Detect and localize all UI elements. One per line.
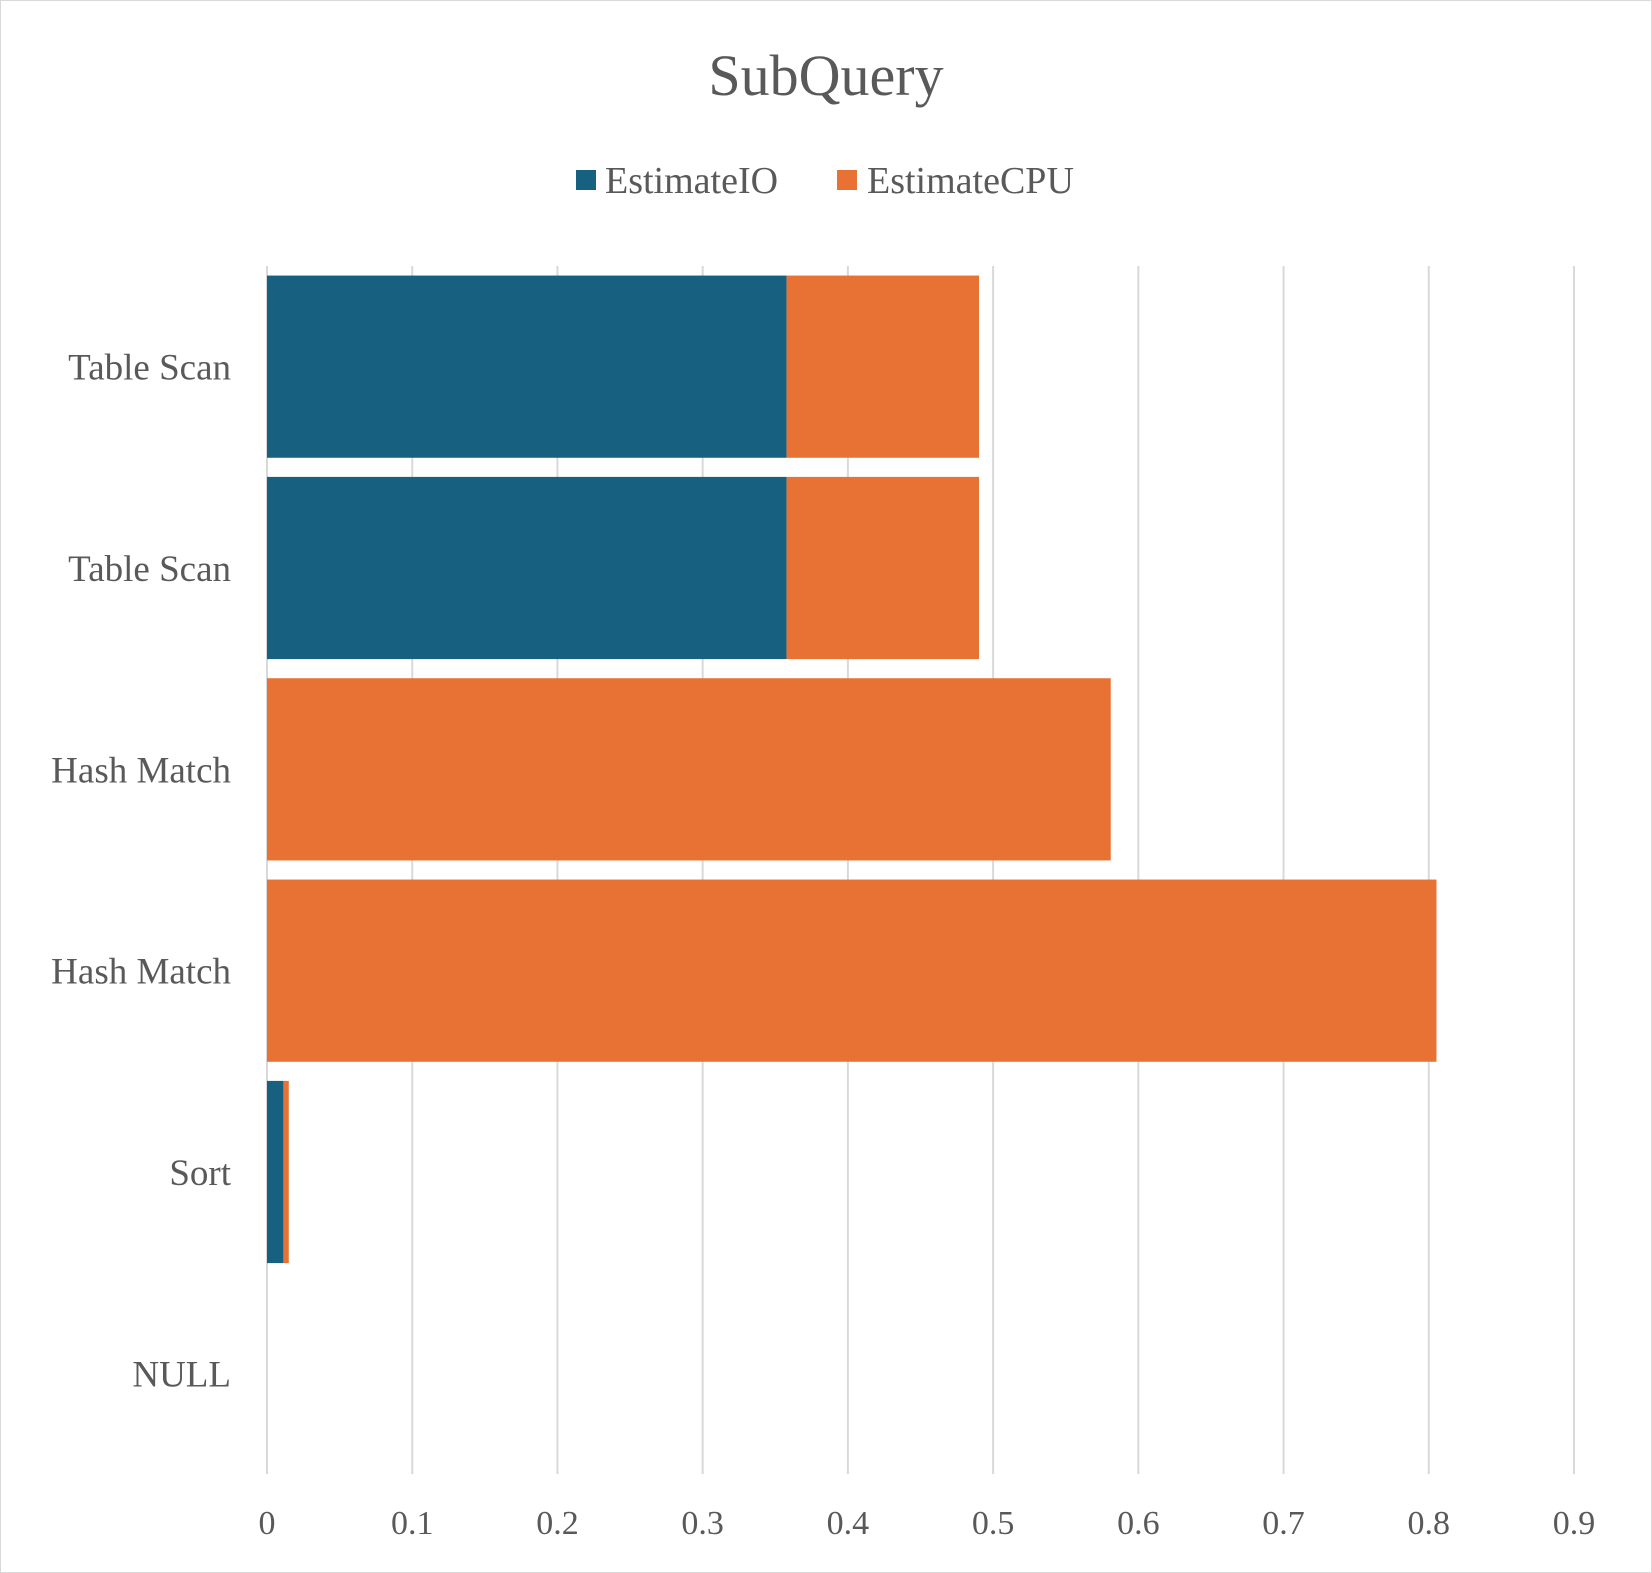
legend: EstimateIO EstimateCPU <box>576 160 1074 202</box>
x-tick-label-3: 0.3 <box>681 1505 724 1542</box>
bar-estimatecpu-0 <box>786 275 980 458</box>
category-label-1: Table Scan <box>68 549 231 590</box>
category-label-4: Sort <box>169 1153 231 1194</box>
legend-swatch-0 <box>576 170 596 190</box>
x-tick-label-5: 0.5 <box>972 1505 1015 1542</box>
chart-title: SubQuery <box>708 43 943 108</box>
x-tick-label-1: 0.1 <box>391 1505 434 1542</box>
category-label-2: Hash Match <box>51 750 231 791</box>
bars <box>267 275 1437 1264</box>
x-tick-label-0: 0 <box>259 1505 276 1542</box>
x-tick-label-9: 0.9 <box>1553 1505 1596 1542</box>
category-labels: Table Scan Table Scan Hash Match Hash Match… <box>51 348 232 1396</box>
bar-estimatecpu-4 <box>283 1080 289 1264</box>
bar-estimatecpu-2 <box>267 678 1111 861</box>
category-label-3: Hash Match <box>51 952 231 993</box>
legend-swatch-1 <box>837 170 857 190</box>
x-tick-label-7: 0.7 <box>1262 1505 1305 1542</box>
bar-estimateio-0 <box>267 275 787 458</box>
gridlines <box>266 266 1575 1474</box>
x-tick-label-4: 0.4 <box>827 1505 870 1542</box>
category-label-5: NULL <box>132 1354 231 1395</box>
legend-label-0: EstimateIO <box>605 160 778 202</box>
bar-estimatecpu-1 <box>786 476 980 660</box>
x-tick-label-2: 0.2 <box>536 1505 579 1542</box>
bar-estimatecpu-3 <box>267 879 1437 1062</box>
x-tick-label-6: 0.6 <box>1117 1505 1160 1542</box>
bar-estimateio-4 <box>267 1080 284 1264</box>
category-label-0: Table Scan <box>68 348 231 389</box>
legend-label-1: EstimateCPU <box>867 160 1074 202</box>
x-tick-label-8: 0.8 <box>1408 1505 1451 1542</box>
bar-estimateio-1 <box>267 476 787 660</box>
x-tick-labels: 0 0.1 0.2 0.3 0.4 0.5 0.6 0.7 0.8 0.9 <box>259 1505 1596 1542</box>
